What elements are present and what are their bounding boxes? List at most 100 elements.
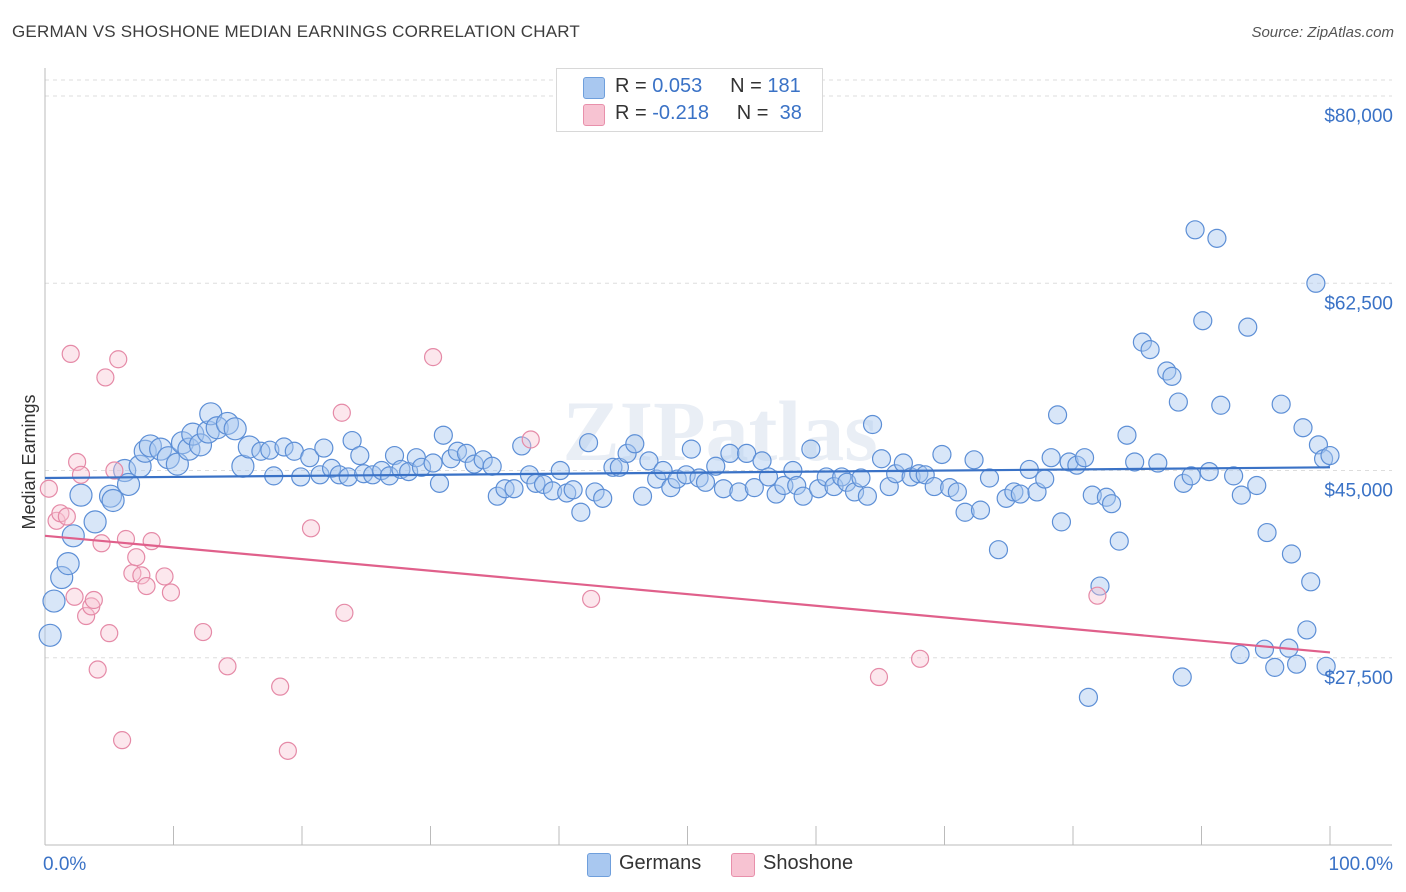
german-point — [50, 565, 74, 590]
german-point — [1185, 220, 1205, 240]
german-point — [1101, 494, 1122, 514]
german-point — [1168, 392, 1188, 412]
german-point — [487, 486, 507, 506]
german-point — [274, 437, 294, 457]
german-point — [1224, 466, 1244, 486]
shoshone-point — [65, 587, 84, 606]
german-point — [1096, 487, 1117, 507]
shoshone-point — [127, 548, 146, 567]
y-tick-label: $27,500 — [1324, 668, 1393, 689]
german-point — [1281, 544, 1302, 564]
german-point — [1132, 332, 1152, 352]
german-point — [1238, 317, 1258, 337]
german-point — [1316, 656, 1336, 676]
shoshone-point — [105, 461, 124, 480]
german-point — [433, 425, 453, 445]
german-point — [1265, 657, 1285, 677]
gridlines — [45, 79, 1392, 659]
german-point — [625, 434, 645, 454]
german-point — [787, 475, 807, 496]
german-point — [314, 438, 334, 458]
y-tick-label: $62,500 — [1324, 293, 1393, 314]
german-point — [932, 444, 952, 465]
shoshone-point — [77, 606, 96, 626]
german-point — [844, 482, 865, 502]
german-point — [482, 456, 502, 476]
legend-r-value: -0.218 — [652, 102, 709, 124]
legend-n-label: N = — [736, 102, 769, 124]
german-point — [729, 482, 749, 502]
germans-trend-line — [44, 466, 1331, 480]
axis-labels: $27,500 $45,000 $62,500 $80,000 0.0% 100.0% Me… — [19, 106, 1393, 875]
german-point — [571, 502, 591, 522]
german-point — [1199, 461, 1219, 482]
shoshone-point — [109, 350, 128, 369]
german-point — [1117, 425, 1137, 445]
shoshone-point — [155, 567, 174, 586]
german-point — [988, 540, 1009, 560]
bottom-legend-label: Germans — [619, 852, 702, 874]
german-point — [901, 467, 921, 487]
german-point — [808, 479, 829, 499]
german-point — [713, 479, 734, 499]
shoshone-point — [39, 479, 58, 498]
german-point — [857, 486, 878, 506]
german-point — [1301, 572, 1321, 592]
german-point — [563, 480, 583, 500]
german-point — [947, 482, 967, 502]
german-point — [1074, 448, 1095, 468]
german-point — [862, 414, 883, 435]
german-point — [101, 488, 125, 513]
german-point — [837, 472, 857, 492]
german-point — [996, 488, 1016, 508]
german-point — [851, 468, 871, 488]
german-point — [113, 458, 137, 483]
shoshone-trend-line — [44, 534, 1331, 654]
german-point — [456, 443, 477, 464]
german-point — [793, 486, 813, 506]
y-tick-label: $80,000 — [1324, 106, 1393, 127]
german-point — [223, 417, 247, 441]
legend-swatch-germans — [583, 77, 605, 99]
german-point — [1230, 644, 1250, 665]
german-point — [737, 443, 757, 464]
german-point — [188, 433, 213, 457]
german-point — [512, 436, 532, 456]
axes — [44, 68, 1392, 846]
shoshone-point — [271, 677, 290, 696]
shoshone-point — [423, 348, 443, 367]
german-point — [1082, 485, 1102, 505]
shoshone-point — [869, 667, 889, 687]
trend-lines — [44, 466, 1331, 654]
german-point — [783, 460, 803, 481]
shoshone-point — [161, 583, 181, 602]
legend-r-label: R = — [615, 75, 647, 97]
german-point — [504, 479, 524, 499]
x-tick-label: 0.0% — [43, 854, 86, 875]
german-point — [1162, 366, 1182, 386]
german-point — [744, 478, 764, 498]
german-point — [955, 502, 975, 522]
y-axis-title: Median Earnings — [19, 394, 39, 529]
german-point — [1293, 418, 1313, 438]
german-point — [1271, 394, 1291, 414]
german-point — [61, 524, 85, 548]
shoshone-point — [100, 624, 119, 643]
german-point — [585, 482, 605, 502]
legend-r-label: R = — [615, 102, 647, 124]
german-point — [1125, 452, 1145, 472]
german-point — [1193, 311, 1213, 331]
german-point — [681, 439, 701, 459]
shoshone-point — [1088, 586, 1107, 605]
german-point — [1059, 452, 1079, 472]
german-point — [1148, 453, 1168, 473]
german-point — [1078, 687, 1099, 707]
german-point — [321, 458, 342, 478]
german-point — [1320, 445, 1340, 466]
german-point — [1257, 522, 1277, 543]
german-point — [42, 589, 66, 613]
shoshone-point — [278, 741, 297, 760]
german-point — [909, 464, 929, 484]
legend-n-label: N = — [730, 75, 762, 97]
